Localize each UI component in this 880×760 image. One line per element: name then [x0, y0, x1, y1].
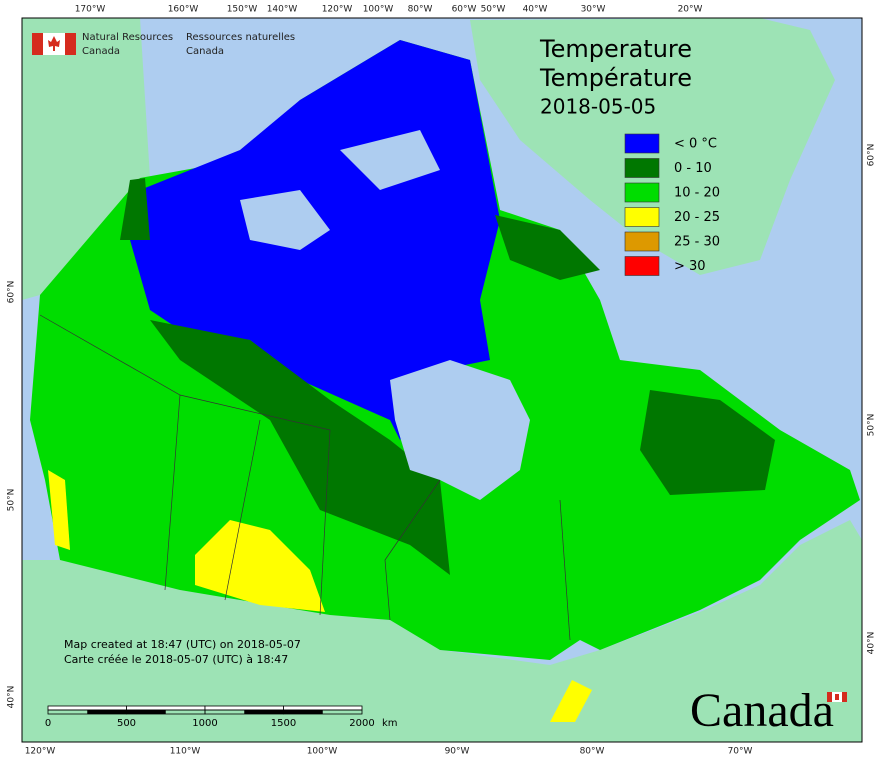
graticule-label: 40°W	[523, 5, 548, 15]
scale-segment	[283, 709, 363, 715]
graticule-label: 120°W	[322, 5, 353, 15]
graticule-label: 90°W	[445, 747, 470, 757]
scale-label: 1500	[271, 718, 296, 729]
dept-fr: Canada	[186, 46, 224, 57]
graticule-label: 120°W	[25, 747, 56, 757]
scale-segment	[283, 705, 363, 711]
flag-bar	[842, 692, 847, 702]
legend: < 0 °C 0 - 10 10 - 20 20 - 25 25 - 30 > 30	[624, 133, 720, 276]
graticule-label: 170°W	[75, 5, 106, 15]
graticule-label: 20°W	[678, 5, 703, 15]
maple-leaf	[835, 694, 839, 700]
arctic-channel	[240, 190, 330, 250]
title-date: 2018-05-05	[540, 95, 656, 119]
legend-swatch	[624, 158, 660, 178]
legend-swatch	[624, 231, 660, 252]
flag-bar	[65, 33, 76, 55]
graticule-label: 40°N	[867, 632, 877, 655]
scale-segment	[283, 710, 323, 714]
graticule-label: 50°N	[7, 489, 17, 512]
legend-label: 10 - 20	[674, 186, 720, 201]
nrcan-logo	[32, 33, 76, 55]
border	[559, 499, 571, 641]
dept-en: Natural Resources	[82, 32, 173, 43]
scale-segment	[244, 710, 284, 714]
graticule-label: 100°W	[363, 5, 394, 15]
border	[224, 419, 261, 601]
graticule-label: 40°N	[7, 686, 17, 709]
border	[319, 429, 331, 616]
scale-segment	[126, 705, 206, 711]
united-states	[22, 520, 862, 742]
scale-label: 2000	[349, 718, 374, 729]
scale-label: 0	[45, 718, 51, 729]
dept-fr: Ressources naturelles	[186, 32, 295, 43]
scale-label: 1000	[192, 718, 217, 729]
graticule-labels: 170°W 160°W 150°W 140°W 120°W 100°W 80°W 60°W 50…	[7, 5, 877, 757]
border	[384, 479, 441, 621]
graticule-label: 160°W	[168, 5, 199, 15]
region-0-10	[150, 320, 450, 575]
region-20-25	[550, 680, 592, 722]
graticule-label: 80°W	[408, 5, 433, 15]
scale-segment	[204, 705, 284, 711]
region-0-10	[120, 178, 150, 240]
wordmark: Canada	[690, 684, 834, 737]
legend-label: > 30	[674, 259, 706, 274]
scale-segment	[87, 710, 127, 714]
flag-bar	[32, 33, 43, 55]
graticule-label: 50°N	[867, 414, 877, 437]
alaska	[22, 18, 150, 300]
legend-label: 0 - 10	[674, 161, 712, 176]
region-20-25	[195, 520, 325, 612]
arctic-channel	[340, 130, 440, 190]
graticule-label: 140°W	[267, 5, 298, 15]
border	[164, 394, 181, 591]
wordmark-flag	[827, 692, 847, 702]
graticule-label: 70°W	[728, 747, 753, 757]
scale-bar: 0 500 1000 1500 2000 km	[45, 705, 398, 729]
scale-label: 500	[117, 718, 136, 729]
legend-label: 25 - 30	[674, 235, 720, 250]
hudson-bay	[390, 360, 530, 500]
scale-unit: km	[382, 718, 398, 729]
note: Carte créée le 2018-05-07 (UTC) à 18:47	[64, 653, 288, 666]
map-frame	[21, 17, 863, 743]
scale-segment	[47, 705, 127, 711]
region-20-25	[48, 470, 70, 550]
legend-swatch	[624, 256, 660, 276]
legend-swatch	[624, 207, 660, 227]
region-0-10	[495, 215, 600, 280]
borders	[39, 314, 571, 641]
maple-leaf	[48, 36, 60, 51]
graticule-label: 60°W	[452, 5, 477, 15]
title-fr: Température	[539, 64, 692, 92]
scale-segment	[126, 710, 166, 714]
dept-en: Canada	[82, 46, 120, 57]
region-0-10	[640, 390, 775, 495]
graticule-label: 60°N	[867, 144, 877, 167]
legend-label: < 0 °C	[674, 137, 717, 152]
legend-label: 20 - 25	[674, 210, 720, 225]
graticule-label: 80°W	[580, 747, 605, 757]
title-en: Temperature	[539, 35, 692, 63]
flag-bar	[827, 692, 832, 702]
graticule-label: 110°W	[170, 747, 201, 757]
graticule-label: 60°N	[7, 281, 17, 304]
graticule-label: 150°W	[227, 5, 258, 15]
note: Map created at 18:47 (UTC) on 2018-05-07	[64, 638, 301, 651]
legend-swatch	[624, 182, 660, 203]
legend-swatch	[624, 133, 660, 154]
graticule-label: 100°W	[307, 747, 338, 757]
graticule-label: 50°W	[481, 5, 506, 15]
graticule-label: 30°W	[581, 5, 606, 15]
